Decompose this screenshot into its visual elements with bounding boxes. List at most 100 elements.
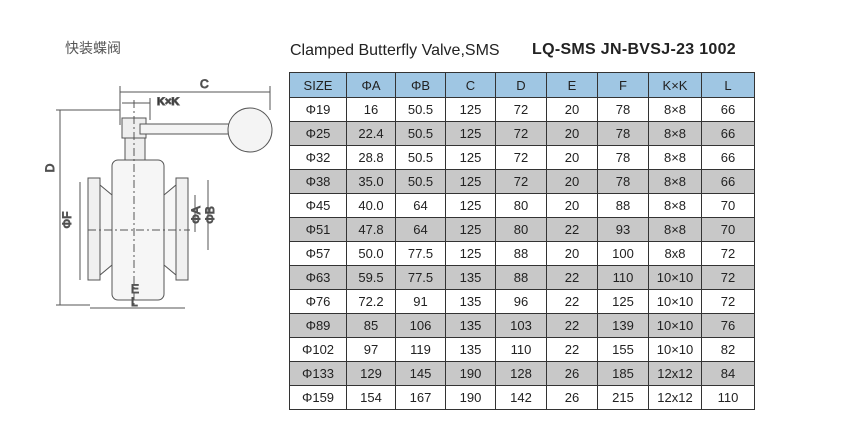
dim-label: ΦB — [203, 206, 217, 224]
table-cell: 66 — [701, 97, 755, 122]
table-cell: 139 — [597, 313, 649, 338]
column-header: C — [445, 72, 496, 98]
table-cell: 185 — [597, 361, 649, 386]
table-cell: 135 — [445, 265, 496, 290]
table-cell: 190 — [445, 361, 496, 386]
table-cell: 66 — [701, 169, 755, 194]
dim-label: ΦF — [60, 212, 74, 229]
table-cell: 84 — [701, 361, 755, 386]
table-cell: 22 — [546, 265, 598, 290]
table-cell: 190 — [445, 385, 496, 410]
table-row: Φ19 16 50.5 125 72 20 78 8×8 66 — [289, 97, 755, 122]
table-row: Φ45 40.0 64 125 80 20 88 8×8 70 — [289, 193, 755, 218]
table-cell: Φ19 — [289, 97, 347, 122]
table-row: Φ133 129 145 190 128 26 185 12x12 84 — [289, 361, 755, 386]
table-cell: 10×10 — [648, 265, 702, 290]
table-cell: 103 — [495, 313, 547, 338]
table-cell: 20 — [546, 121, 598, 146]
table-cell: 85 — [346, 313, 396, 338]
table-cell: 88 — [495, 265, 547, 290]
table-cell: Φ76 — [289, 289, 347, 314]
table-cell: 110 — [701, 385, 755, 410]
table-cell: 40.0 — [346, 193, 396, 218]
table-cell: 10×10 — [648, 313, 702, 338]
table-cell: 22 — [546, 217, 598, 242]
table-cell: Φ133 — [289, 361, 347, 386]
table-cell: 145 — [395, 361, 446, 386]
table-cell: 59.5 — [346, 265, 396, 290]
table-cell: 80 — [495, 193, 547, 218]
table-cell: 8×8 — [648, 97, 702, 122]
table-cell: 64 — [395, 193, 446, 218]
dim-label: L — [131, 295, 138, 309]
dim-label: D — [43, 163, 57, 172]
table-cell: 50.5 — [395, 169, 446, 194]
table-cell: 8×8 — [648, 121, 702, 146]
table-cell: Φ89 — [289, 313, 347, 338]
table-cell: 78 — [597, 97, 649, 122]
table-cell: 110 — [597, 265, 649, 290]
table-cell: 119 — [395, 337, 446, 362]
column-header: E — [546, 72, 598, 98]
table-cell: Φ63 — [289, 265, 347, 290]
table-cell: 154 — [346, 385, 396, 410]
table-cell: 50.5 — [395, 145, 446, 170]
table-cell: 78 — [597, 145, 649, 170]
dim-label: ΦA — [189, 206, 203, 224]
table-cell: 97 — [346, 337, 396, 362]
table-row: Φ63 59.5 77.5 135 88 22 110 10×10 72 — [289, 265, 755, 290]
table-row: Φ32 28.8 50.5 125 72 20 78 8×8 66 — [289, 145, 755, 170]
table-cell: 72.2 — [346, 289, 396, 314]
column-header: ΦA — [346, 72, 396, 98]
table-cell: 125 — [445, 217, 496, 242]
table-cell: 96 — [495, 289, 547, 314]
table-cell: 215 — [597, 385, 649, 410]
table-cell: 12x12 — [648, 361, 702, 386]
column-header: D — [495, 72, 547, 98]
chinese-title: 快装蝶阀 — [65, 41, 121, 57]
table-cell: Φ51 — [289, 217, 347, 242]
table-cell: 64 — [395, 217, 446, 242]
column-header: L — [701, 72, 755, 98]
table-cell: 26 — [546, 385, 598, 410]
table-row: Φ38 35.0 50.5 125 72 20 78 8×8 66 — [289, 169, 755, 194]
table-cell: 72 — [495, 169, 547, 194]
table-cell: 20 — [546, 193, 598, 218]
table-cell: 47.8 — [346, 217, 396, 242]
table-cell: 110 — [495, 337, 547, 362]
table-cell: 72 — [701, 265, 755, 290]
table-cell: 8×8 — [648, 169, 702, 194]
dim-label: C — [200, 77, 209, 91]
column-header: SIZE — [289, 72, 347, 98]
column-header: K×K — [648, 72, 702, 98]
table-cell: 88 — [495, 241, 547, 266]
table-cell: 70 — [701, 193, 755, 218]
table-cell: 35.0 — [346, 169, 396, 194]
table-cell: 135 — [445, 289, 496, 314]
table-cell: 66 — [701, 121, 755, 146]
table-cell: 77.5 — [395, 265, 446, 290]
table-cell: 76 — [701, 313, 755, 338]
table-cell: 80 — [495, 217, 547, 242]
table-cell: 125 — [445, 121, 496, 146]
table-cell: 66 — [701, 145, 755, 170]
table-cell: 91 — [395, 289, 446, 314]
table-cell: 155 — [597, 337, 649, 362]
table-cell: 70 — [701, 217, 755, 242]
table-cell: 128 — [495, 361, 547, 386]
column-header: ΦB — [395, 72, 446, 98]
product-code: LQ-SMS JN-BVSJ-23 1002 — [532, 41, 737, 58]
table-cell: 135 — [445, 313, 496, 338]
table-cell: 22 — [546, 337, 598, 362]
table-cell: 77.5 — [395, 241, 446, 266]
table-cell: 125 — [445, 241, 496, 266]
table-cell: 125 — [445, 193, 496, 218]
table-row: Φ25 22.4 50.5 125 72 20 78 8×8 66 — [289, 121, 755, 146]
table-cell: Φ45 — [289, 193, 347, 218]
table-cell: 8x8 — [648, 241, 702, 266]
table-cell: Φ25 — [289, 121, 347, 146]
table-cell: 129 — [346, 361, 396, 386]
dim-label: K×K — [157, 96, 179, 108]
table-cell: 72 — [495, 97, 547, 122]
